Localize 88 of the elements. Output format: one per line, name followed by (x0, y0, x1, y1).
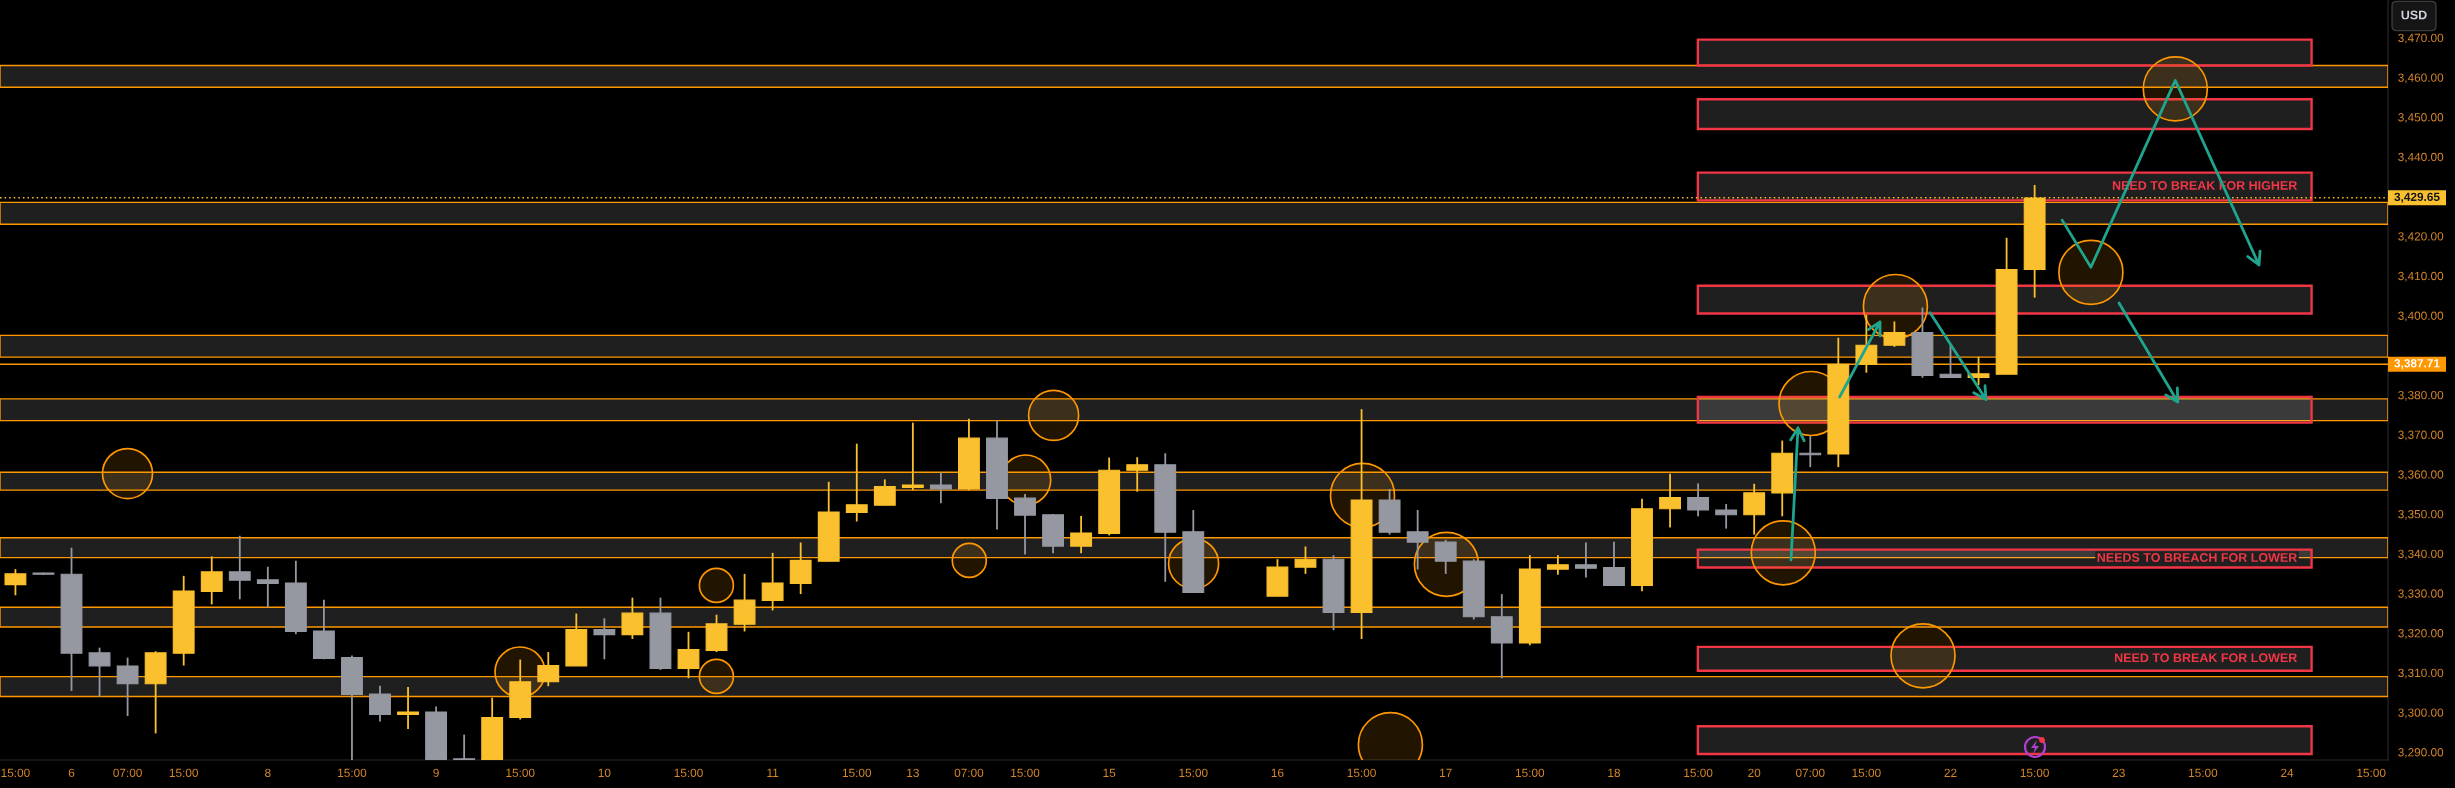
x-tick-label: 15:00 (674, 768, 703, 777)
candlestick (1294, 545, 1317, 575)
x-tick-label: 15:00 (1684, 768, 1713, 777)
x-tick-label: 07:00 (113, 768, 142, 777)
candlestick (200, 555, 223, 606)
x-tick-label: 15:00 (506, 768, 535, 777)
y-axis-title: USD (2401, 10, 2427, 20)
candlestick (537, 651, 560, 688)
x-tick-label: 15 (1103, 768, 1116, 777)
candlestick (4, 568, 27, 597)
x-tick-label: 8 (265, 768, 271, 777)
x-tick-label: 15:00 (2357, 768, 2386, 777)
y-tick-label: 3,440.00 (2398, 152, 2444, 163)
x-tick-label: 23 (2112, 768, 2125, 777)
candlestick (1715, 503, 1738, 530)
candlestick (256, 565, 279, 609)
x-tick-label: 16 (1271, 768, 1284, 777)
x-tick-label: 24 (2281, 768, 2294, 777)
x-tick-label: 17 (1440, 768, 1452, 777)
candlestick (1743, 482, 1766, 536)
candlestick (1546, 554, 1569, 576)
candlestick (116, 656, 139, 717)
y-tick-label: 3,340.00 (2398, 549, 2444, 560)
candlestick (677, 630, 700, 680)
x-tick-label: 07:00 (1795, 768, 1825, 777)
candlestick (789, 541, 812, 596)
y-tick-label: 3,460.00 (2398, 73, 2444, 84)
y-tick-label: 3,450.00 (2398, 113, 2444, 123)
candlestick (369, 684, 391, 723)
candlestick (1126, 456, 1149, 493)
candlestick (593, 617, 616, 661)
y-tick-label: 3,330.00 (2398, 589, 2444, 600)
candlestick (1659, 472, 1681, 529)
y-tick-label: 3,400.00 (2398, 311, 2444, 322)
candlestick (1603, 540, 1625, 587)
x-tick-label: 15:00 (169, 768, 198, 777)
x-tick-label: 13 (907, 768, 919, 777)
candlestick (228, 534, 251, 601)
x-tick-label: 15:00 (1011, 768, 1040, 777)
x-tick-label: 9 (433, 768, 439, 777)
candlestick (845, 442, 868, 523)
ref-line-label: 3,387.71 (2394, 359, 2440, 370)
y-tick-label: 3,310.00 (2398, 668, 2444, 679)
x-tick-label: 15:00 (2020, 768, 2049, 777)
candlestick (1687, 482, 1710, 518)
x-tick-label: 22 (1944, 768, 1957, 777)
candlestick (929, 471, 952, 505)
candlestick (397, 686, 419, 730)
x-tick-label: 10 (598, 768, 611, 777)
candlestick (88, 646, 111, 698)
candlestick (1014, 493, 1036, 556)
x-tick-label: 07:00 (954, 768, 984, 777)
x-tick-label: 15:00 (1347, 768, 1376, 777)
candlestick (1883, 320, 1906, 348)
x-tick-label: 11 (767, 768, 779, 777)
x-tick-label: 15:00 (2189, 768, 2218, 777)
y-tick-label: 3,350.00 (2398, 509, 2444, 520)
x-tick-label: 15:00 (1, 768, 30, 777)
candlestick (1406, 509, 1429, 571)
y-tick-label: 3,420.00 (2398, 232, 2444, 242)
band-label: NEEDS TO BREACH FOR LOWER (2097, 553, 2297, 562)
candlestick (1574, 541, 1597, 579)
candlestick (1967, 355, 1990, 386)
x-tick-label: 15:00 (842, 768, 872, 777)
y-tick-label: 3,300.00 (2398, 708, 2444, 719)
ref-line-label: 3,429.65 (2394, 192, 2440, 203)
candlestick (1434, 538, 1457, 575)
candlestick (1070, 515, 1093, 555)
x-tick-label: 15:00 (1852, 768, 1881, 777)
y-tick-label: 3,470.00 (2398, 33, 2444, 44)
x-tick-label: 15:00 (1515, 768, 1545, 777)
y-tick-label: 3,380.00 (2398, 390, 2444, 401)
y-tick-label: 3,320.00 (2398, 629, 2444, 639)
x-tick-label: 18 (1608, 768, 1621, 777)
x-tick-label: 6 (68, 768, 75, 777)
y-tick-label: 3,360.00 (2398, 470, 2444, 481)
candlestick (453, 733, 476, 760)
candlestick (873, 478, 896, 507)
x-tick-label: 15:00 (338, 768, 367, 777)
candlestick (761, 551, 784, 612)
candlestick (621, 596, 644, 640)
x-tick-label: 15:00 (1179, 768, 1208, 777)
y-tick-label: 3,290.00 (2398, 748, 2444, 758)
x-tick-label: 20 (1748, 768, 1761, 777)
y-tick-label: 3,410.00 (2398, 271, 2444, 282)
candlestick (901, 421, 924, 492)
y-tick-label: 3,370.00 (2398, 430, 2444, 441)
band-label: NEED TO BREAK FOR LOWER (2114, 653, 2297, 663)
